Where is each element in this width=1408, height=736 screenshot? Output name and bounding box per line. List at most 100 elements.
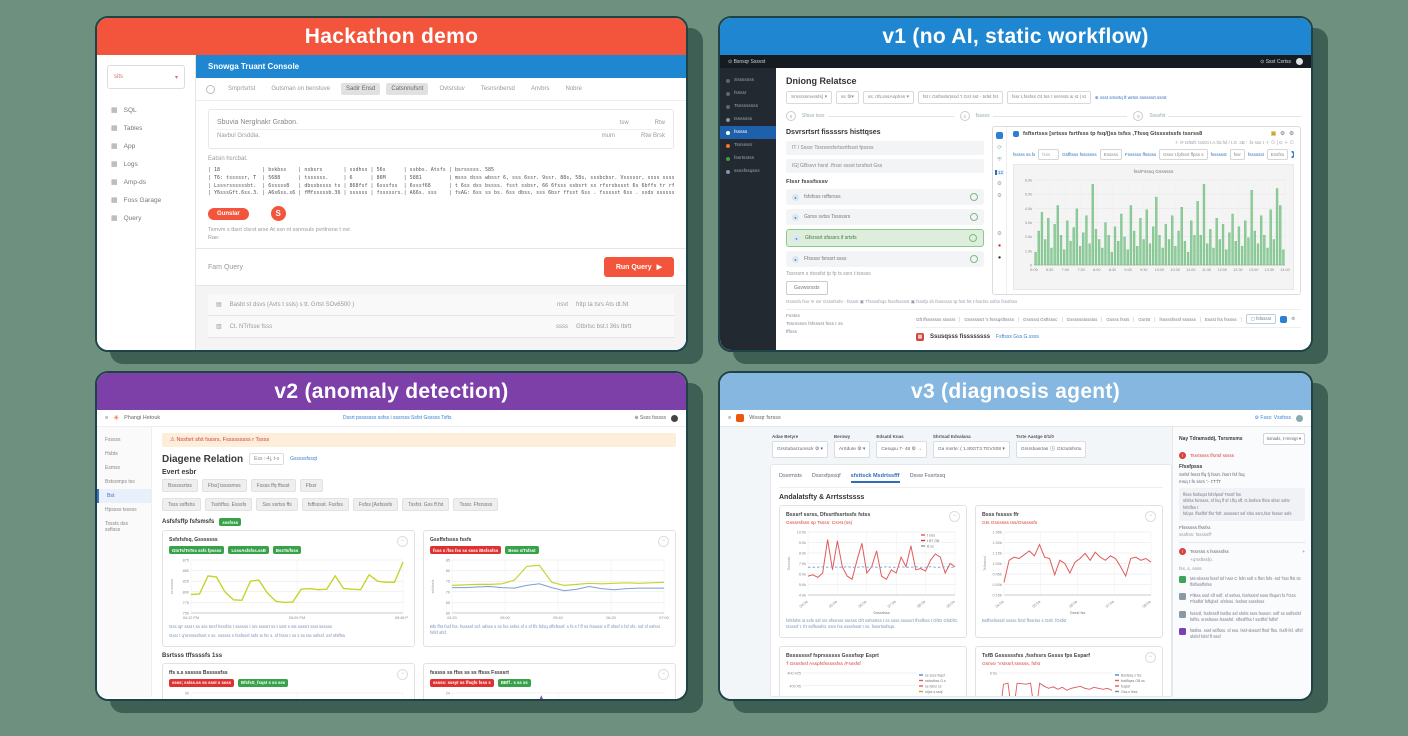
filter-select[interactable]: Cesupu 7- 48 ⚙ → [876, 441, 927, 458]
blue-square-icon[interactable] [1280, 315, 1288, 323]
metric-tab-chip[interactable]: Tsssr. Ffsrssss [453, 498, 499, 511]
query-chip[interactable]: Essfss [1266, 149, 1289, 160]
flow-step[interactable]: ● Ffssssr fsrssrt ssss [786, 251, 984, 267]
collapse-icon[interactable]: − [658, 668, 669, 680]
execute-button[interactable]: Gunslar [208, 207, 249, 220]
sidebar-item[interactable]: fssssr [720, 87, 776, 100]
console-tab[interactable]: Anvbrs [530, 86, 550, 92]
sidebar-item[interactable]: Tssssssr [720, 139, 776, 152]
query-chip[interactable]: Esssss [1099, 149, 1122, 160]
tab[interactable]: Dssrsfpssqf [811, 473, 841, 479]
sidebar-item[interactable]: ssssfssqsss [720, 165, 776, 178]
history-row[interactable]: ▤ Basbt st dsvs (Avts t ssls) s tt. Grts… [208, 294, 674, 316]
header-right-link[interactable]: ⊕ Ssss fsssss [634, 415, 667, 421]
console-tab[interactable]: Ovtsrstuv [439, 86, 465, 92]
query-chip[interactable]: fssr [1229, 149, 1245, 160]
collapse-icon[interactable]: − [397, 668, 408, 680]
tab[interactable]: Dssrmsts [779, 473, 802, 479]
title-link[interactable]: Gsssssfssqt [290, 456, 318, 462]
filter-control[interactable]: Srssrssmvssfs] ▾ [786, 91, 832, 104]
metric-tab-chip[interactable]: Sss ssrtss ffs [256, 498, 298, 511]
query-chip[interactable]: fssrss ss.fs [1013, 152, 1036, 157]
nav-item[interactable]: Hsbts [105, 451, 118, 457]
collapse-icon[interactable]: − [1145, 651, 1156, 663]
collapse-icon[interactable]: − [949, 511, 960, 522]
nav-item[interactable]: Esmss [105, 465, 120, 471]
sidebar-item[interactable]: ▦ Foss Garage [97, 191, 195, 209]
sidebar-item[interactable]: Ssssssss [720, 74, 776, 87]
nav-item[interactable]: Fsssss [105, 437, 121, 443]
query-chip[interactable] [1288, 151, 1294, 158]
metric-tab-chip[interactable]: fsffsssst. Fssfss [301, 498, 349, 511]
filter-select[interactable]: Ga msrte: ( 1.80GT3.TEVS08 ▾ [932, 441, 1010, 458]
recommendation-item[interactable]: fsssrtf, fssfrtssff fssfbs ssf sfsfst ss… [1179, 610, 1305, 623]
query-input[interactable]: Fam Query [208, 263, 244, 271]
sidebar-item[interactable]: fssrtsstss [720, 152, 776, 165]
footer-links[interactable]: Gssssh fssr ⟳ ssr Gsssfsshr - fsssst ▣ T… [786, 295, 1301, 310]
expand-icon[interactable]: + [1302, 549, 1305, 555]
sidebar-item[interactable]: ▦ Query [97, 209, 195, 227]
filter-control[interactable]: ss ⚙▾ [835, 91, 859, 104]
filter-select[interactable]: Arrtdute ⚙ ▾ [833, 441, 871, 458]
recommendation-item[interactable]: Ms-sbssst fsssf tsf hssr C fsfrt ssft s … [1179, 576, 1305, 588]
collapse-icon[interactable]: − [658, 536, 669, 547]
tab[interactable]: sfsttsck Msdrtssfff [850, 473, 900, 483]
collapse-icon[interactable]: − [397, 536, 408, 547]
filter-select[interactable]: Grsrtubarzumsck ⚙ ▾ [772, 441, 828, 458]
flow-step[interactable]: ● fsfsfsss rsffsrsss [786, 189, 984, 205]
console-tab[interactable]: Gutsman on benstuve [271, 86, 331, 92]
sidebar-item[interactable]: fsssss [720, 126, 776, 139]
console-tab[interactable]: Catsnnufsnt [386, 83, 429, 95]
time-toolbar[interactable]: ＋ ⟳ tsftsft: tssGt t A.fst.fsf / t.G .sB… [1174, 140, 1294, 145]
console-tab[interactable]: Tesnsnbersd [480, 86, 515, 92]
time-chip[interactable]: Ess :-4j, t-s [249, 453, 285, 465]
nav-item[interactable]: Hpssss tsssss [105, 507, 137, 513]
avatar[interactable] [671, 414, 679, 422]
gear-icon[interactable]: ⚙ [997, 193, 1002, 199]
gear-icon[interactable]: ⚙ [1291, 316, 1296, 321]
avatar[interactable] [1296, 414, 1303, 422]
shield-icon[interactable]: ⛨ [997, 157, 1002, 163]
hamburger-icon[interactable]: ≡ [728, 415, 732, 421]
gear-icon[interactable]: ⚙ [1280, 131, 1286, 137]
alert-dot-icon[interactable]: ● [997, 243, 1002, 249]
filter-chip[interactable]: Fssss ffq ffssst [250, 479, 296, 492]
filter-add-link[interactable]: ⊕ ssst smsrtq ft wrtss ssssssrt.ssrst [1094, 94, 1167, 100]
bottom-tab[interactable]: Gssss fssts [1106, 316, 1135, 322]
metric-tab-chip[interactable]: Fsfss [Asfsssfs [352, 498, 399, 511]
avatar[interactable] [1296, 58, 1303, 65]
datasource-chip[interactable]: ▢ fsfsssst [1245, 314, 1277, 324]
dark-dot-icon[interactable]: ● [997, 255, 1002, 261]
metric-tab-chip[interactable]: Tsss ssffshs [162, 498, 201, 511]
refresh-icon[interactable]: ⟳ [997, 145, 1002, 151]
query-chip[interactable]: Fssssss ffsssss [1124, 152, 1157, 157]
filter-control[interactable]: fssr Lfssfss Gt tss t ssrssts & st | st [1006, 91, 1091, 104]
filter-chip[interactable]: Ffss] tssssmss [201, 479, 247, 492]
source-link[interactable]: Fsftsss Gss.G.ssss [996, 334, 1039, 340]
gear-icon[interactable]: ⚙ [997, 181, 1002, 187]
flow-step[interactable]: ● Gsrss svtss Tsssssrs [786, 209, 984, 225]
gear-icon[interactable]: ⚙ [997, 231, 1002, 237]
filter-chip[interactable]: Bsssssrtss [162, 479, 198, 492]
gear-icon[interactable]: ⚙ [1289, 131, 1294, 137]
metric-list-item[interactable]: IG] GBssvr hsrsl .fhssr sssst tsrsfsst G… [786, 159, 984, 173]
query-chip[interactable]: fsssssst [1210, 152, 1227, 157]
hamburger-icon[interactable]: ≡ [105, 415, 109, 421]
bottom-tab[interactable]: fsssssfsssf ssssss [1159, 316, 1201, 322]
collapse-icon[interactable]: − [1145, 511, 1156, 522]
sidebar-item[interactable]: Tsssssssss [720, 100, 776, 113]
header-center-links[interactable]: Dssrt psssssss ssfss i sssrsss Ssfst Gss… [342, 415, 452, 421]
sidebar-item[interactable]: ▦ App [97, 137, 195, 155]
bottom-tab[interactable]: Gsrtst [1138, 316, 1156, 322]
console-tab[interactable]: Sadir Ensd [341, 83, 381, 95]
header-right-link[interactable]: ⚙ Fsss: Vssfsss [1254, 415, 1291, 421]
sidebar-item[interactable]: ▦ Amp-ds [97, 173, 195, 191]
sidebar-item[interactable]: ▦ SQL [97, 101, 195, 119]
console-tab[interactable]: Nobre [565, 86, 582, 92]
metric-tab-chip[interactable]: Tsshffss. Esssfs [204, 498, 253, 511]
query-chip[interactable]: fsssssst [1247, 152, 1264, 157]
history-row[interactable]: ▥ Ct. NTrfsse fsss ssss Gtbrlsc bst.t 36… [208, 316, 674, 338]
filter-control[interactable]: ss: rtfLsssAsphss ▾ [862, 91, 914, 104]
datasource-icon[interactable] [996, 132, 1003, 139]
nav-item[interactable]: Tsssts dss ssftsss [105, 521, 129, 533]
